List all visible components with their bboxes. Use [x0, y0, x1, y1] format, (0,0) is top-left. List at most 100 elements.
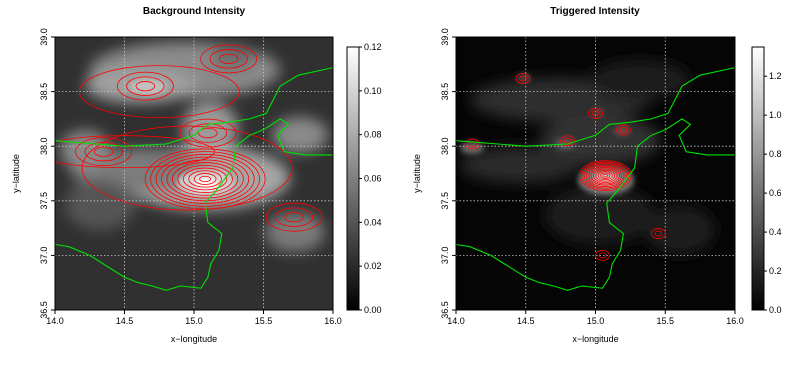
contour-line	[588, 165, 623, 186]
colorbar-tick-label: 0.04	[364, 217, 382, 227]
contour-line	[595, 169, 616, 182]
coastline-path	[55, 118, 333, 291]
colorbar-tick-label: 1.2	[769, 71, 782, 81]
contour-line	[144, 148, 266, 210]
heatmap-blobs	[460, 60, 715, 255]
x-tick-label: 15.0	[587, 316, 605, 326]
x-tick-label: 14.5	[116, 316, 134, 326]
contour-line	[465, 138, 481, 150]
coastline-path	[456, 118, 735, 291]
colorbar	[751, 46, 765, 311]
colorbar-tick-label: 0.6	[769, 188, 782, 198]
contour-line	[177, 164, 233, 193]
coastline-path	[456, 67, 735, 147]
contour-line	[590, 167, 620, 185]
y-tick-label: 36.5	[440, 301, 450, 319]
contour-line	[161, 156, 250, 202]
contour-line	[585, 164, 625, 187]
x-tick-label: 14.0	[46, 316, 64, 326]
grid	[456, 37, 735, 310]
panel-title: Triggered Intensity	[550, 6, 640, 17]
colorbar-tick-label: 0.10	[364, 86, 382, 96]
coastline	[55, 67, 333, 291]
colorbar-tick-label: 0.06	[364, 174, 382, 184]
x-tick-label: 14.0	[447, 316, 465, 326]
contour-line	[193, 173, 217, 185]
contour-line	[199, 175, 212, 183]
y-tick-label: 38.0	[39, 137, 49, 155]
colorbar-tick-label: 1.0	[769, 110, 782, 120]
contours	[55, 44, 323, 232]
grid	[55, 37, 333, 310]
contour-line	[597, 171, 613, 181]
y-tick-label: 39.0	[440, 28, 450, 46]
y-tick-label: 37.5	[440, 192, 450, 210]
contour-line	[116, 71, 174, 101]
contour-line	[591, 110, 600, 117]
panel-title: Background Intensity	[143, 6, 246, 17]
y-tick-label: 37.0	[39, 247, 49, 265]
y-tick-label: 37.0	[440, 247, 450, 265]
x-tick-label: 15.0	[185, 316, 203, 326]
contour-line	[135, 81, 156, 92]
colorbar-tick-label: 0.8	[769, 149, 782, 159]
x-tick-label: 15.5	[656, 316, 674, 326]
contour-line	[179, 118, 237, 148]
colorbar	[346, 46, 360, 311]
contour-line	[595, 249, 610, 261]
contour-line	[560, 135, 575, 147]
contour-line	[198, 127, 218, 139]
x-axis-label: x−longitude	[171, 334, 217, 344]
contour-line	[616, 124, 631, 136]
contour-line	[182, 167, 228, 191]
contour-line	[602, 173, 609, 178]
plot-overlays	[456, 37, 735, 310]
x-axis-label: x−longitude	[572, 334, 618, 344]
contour-line	[172, 162, 239, 196]
contour-line	[93, 146, 114, 157]
y-tick-label: 38.5	[39, 83, 49, 101]
x-tick-label: 15.5	[255, 316, 273, 326]
contour-line	[650, 228, 666, 239]
x-tick-label: 16.0	[726, 316, 744, 326]
contour-line	[654, 230, 663, 237]
colorbar-tick-label: 0.0	[769, 305, 782, 315]
contour-line	[188, 123, 227, 143]
plot-overlays	[55, 37, 333, 310]
contour-line	[209, 49, 248, 69]
contour-line	[81, 125, 293, 211]
contour-line	[519, 75, 527, 82]
contour-line	[563, 137, 572, 144]
contour-line	[200, 44, 258, 74]
contour-line	[75, 137, 133, 167]
contour-line	[593, 168, 618, 183]
y-tick-label: 38.5	[440, 83, 450, 101]
y-axis-label: y−latitude	[11, 154, 21, 193]
colorbar-tick-label: 0.12	[364, 42, 382, 52]
y-tick-label: 36.5	[39, 301, 49, 319]
colorbar-tick-label: 0.08	[364, 130, 382, 140]
coastline-path	[55, 67, 333, 147]
contour-line	[619, 126, 628, 133]
contour-line	[219, 53, 239, 64]
x-tick-label: 16.0	[324, 316, 342, 326]
contour-line	[265, 202, 323, 232]
contour-line	[583, 162, 627, 189]
contour-line	[598, 252, 607, 259]
contour-line	[274, 207, 314, 227]
contour-line	[588, 108, 603, 119]
x-tick-label: 14.5	[517, 316, 535, 326]
contour-line	[600, 172, 611, 179]
y-tick-label: 39.0	[39, 28, 49, 46]
contour-line	[284, 212, 304, 223]
y-axis-label: y−latitude	[412, 154, 422, 193]
contour-line	[55, 135, 215, 169]
coastline	[456, 67, 735, 291]
contour-line	[166, 159, 244, 199]
contour-line	[188, 170, 222, 188]
contour-line	[126, 76, 165, 96]
y-tick-label: 38.0	[440, 137, 450, 155]
y-tick-label: 37.5	[39, 192, 49, 210]
contour-line	[578, 160, 632, 192]
